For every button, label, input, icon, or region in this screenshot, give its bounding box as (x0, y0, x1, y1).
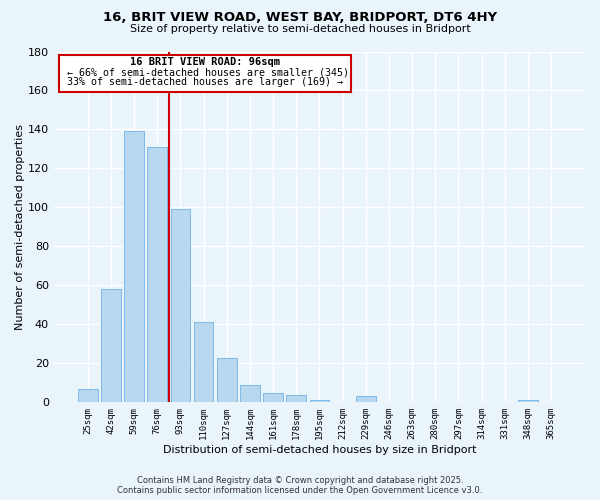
FancyBboxPatch shape (59, 55, 351, 92)
Bar (101, 290, 121, 403)
Bar (310, 400, 329, 402)
Bar (170, 210, 190, 402)
Text: 33% of semi-detached houses are larger (169) →: 33% of semi-detached houses are larger (… (67, 78, 343, 88)
Text: 16 BRIT VIEW ROAD: 96sqm: 16 BRIT VIEW ROAD: 96sqm (130, 57, 280, 67)
Y-axis label: Number of semi-detached properties: Number of semi-detached properties (15, 124, 25, 330)
Bar (518, 400, 538, 402)
Text: ← 66% of semi-detached houses are smaller (345): ← 66% of semi-detached houses are smalle… (67, 68, 349, 78)
Bar (240, 385, 260, 402)
Bar (148, 147, 167, 403)
Bar (217, 358, 236, 403)
Bar (356, 396, 376, 402)
Text: 16, BRIT VIEW ROAD, WEST BAY, BRIDPORT, DT6 4HY: 16, BRIT VIEW ROAD, WEST BAY, BRIDPORT, … (103, 11, 497, 24)
Bar (286, 394, 306, 402)
Text: Contains HM Land Registry data © Crown copyright and database right 2025.
Contai: Contains HM Land Registry data © Crown c… (118, 476, 482, 495)
Bar (124, 132, 144, 402)
X-axis label: Distribution of semi-detached houses by size in Bridport: Distribution of semi-detached houses by … (163, 445, 476, 455)
Text: Size of property relative to semi-detached houses in Bridport: Size of property relative to semi-detach… (130, 24, 470, 34)
Bar (194, 322, 214, 402)
Bar (263, 392, 283, 402)
Bar (78, 388, 98, 402)
